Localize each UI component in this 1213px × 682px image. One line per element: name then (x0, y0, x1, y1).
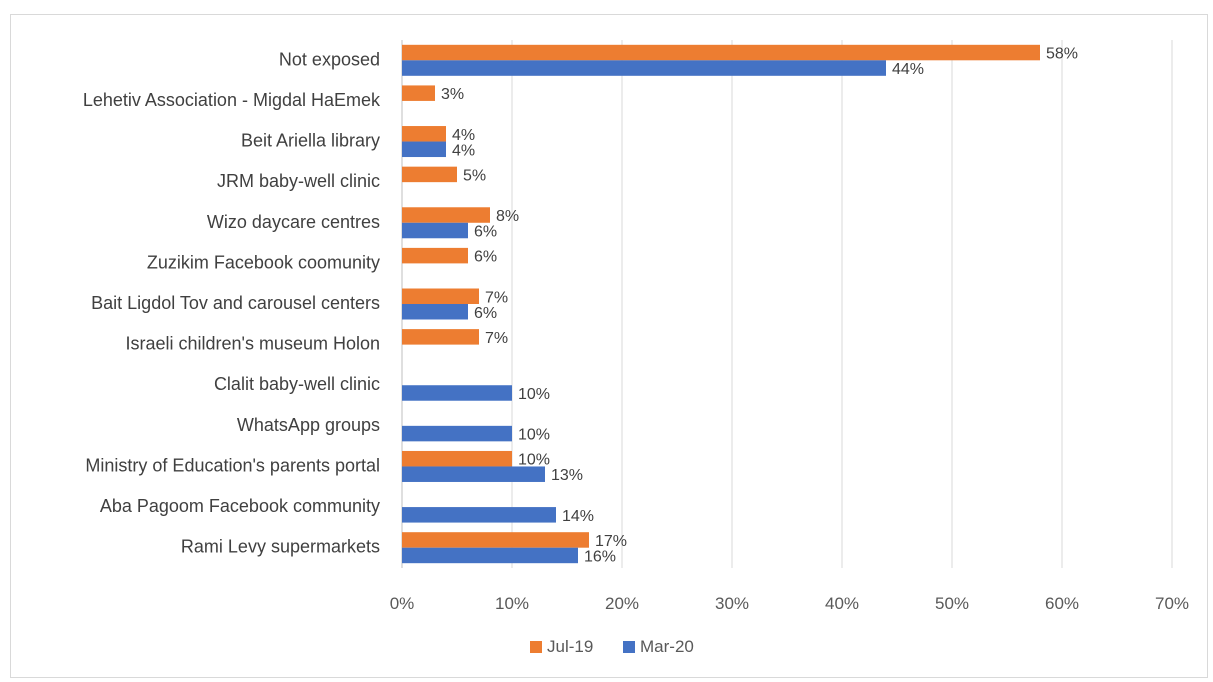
data-label: 8% (496, 208, 519, 225)
x-tick-label: 0% (390, 594, 415, 613)
bar-jul-19 (402, 166, 457, 183)
data-label: 6% (474, 305, 497, 322)
category-label: Rami Levy supermarkets (181, 537, 380, 557)
legend-swatch (530, 641, 542, 653)
data-label: 4% (452, 142, 475, 159)
category-label: Bait Ligdol Tov and carousel centers (91, 293, 380, 313)
bar-mar-20 (402, 547, 578, 564)
category-label: Israeli children's museum Holon (125, 334, 380, 354)
x-tick-labels: 0% 10% 20% 30% 40% 50% 60% 70% (390, 594, 1189, 613)
data-label: 7% (485, 289, 508, 306)
bar-jul-19 (402, 44, 1040, 61)
category-label: Zuzikim Facebook coomunity (147, 252, 380, 272)
x-tick-label: 30% (715, 594, 749, 613)
data-label: 13% (551, 467, 583, 484)
data-label: 44% (892, 61, 924, 78)
data-label: 6% (474, 249, 497, 266)
bar-jul-19 (402, 329, 479, 345)
bar-mar-20 (402, 304, 468, 320)
legend-label: Jul-19 (547, 637, 593, 656)
data-label: 58% (1046, 46, 1078, 63)
data-label: 10% (518, 452, 550, 469)
data-label: 16% (584, 548, 616, 565)
bar-mar-20 (402, 60, 886, 76)
data-label: 7% (485, 330, 508, 347)
bars (402, 44, 1040, 564)
bar-mar-20 (402, 507, 556, 523)
bar-mar-20 (402, 466, 545, 482)
category-label: Aba Pagoom Facebook community (100, 496, 380, 516)
bar-mar-20 (402, 425, 512, 442)
data-label: 3% (441, 86, 464, 103)
data-label: 4% (452, 127, 475, 144)
category-labels: Not exposed Lehetiv Association - Migdal … (83, 49, 381, 556)
category-label: Ministry of Education's parents portal (85, 455, 380, 475)
x-tick-label: 50% (935, 594, 969, 613)
data-labels: 58%44%3%4%4%5%8%6%6%7%6%7%10%10%10%13%14… (441, 46, 1078, 566)
bar-jul-19 (402, 532, 589, 548)
x-tick-label: 60% (1045, 594, 1079, 613)
category-label: Not exposed (279, 49, 380, 69)
category-label: Lehetiv Association - Migdal HaEmek (83, 90, 381, 110)
gridlines (401, 40, 1173, 568)
data-label: 10% (518, 386, 550, 403)
category-label: Wizo daycare centres (207, 212, 380, 232)
x-tick-label: 40% (825, 594, 859, 613)
x-tick-label: 70% (1155, 594, 1189, 613)
bar-mar-20 (402, 222, 468, 239)
data-label: 14% (562, 508, 594, 525)
bar-jul-19 (402, 207, 490, 223)
legend: Jul-19 Mar-20 (530, 637, 694, 656)
bar-jul-19 (402, 247, 468, 264)
category-label: WhatsApp groups (237, 415, 380, 435)
data-label: 17% (595, 533, 627, 550)
legend-label: Mar-20 (640, 637, 694, 656)
x-tick-label: 10% (495, 594, 529, 613)
category-label: Beit Ariella library (241, 131, 380, 151)
bar-jul-19 (402, 450, 512, 467)
x-tick-label: 20% (605, 594, 639, 613)
data-label: 10% (518, 427, 550, 444)
bar-jul-19 (402, 85, 435, 101)
category-label: Clalit baby-well clinic (214, 374, 380, 394)
data-label: 5% (463, 167, 486, 184)
bar-mar-20 (402, 385, 512, 401)
bar-jul-19 (402, 288, 479, 304)
data-label: 6% (474, 224, 497, 241)
bar-mar-20 (402, 141, 446, 158)
legend-swatch (623, 641, 635, 653)
chart-frame (10, 14, 1208, 678)
category-label: JRM baby-well clinic (217, 171, 380, 191)
bar-jul-19 (402, 126, 446, 142)
